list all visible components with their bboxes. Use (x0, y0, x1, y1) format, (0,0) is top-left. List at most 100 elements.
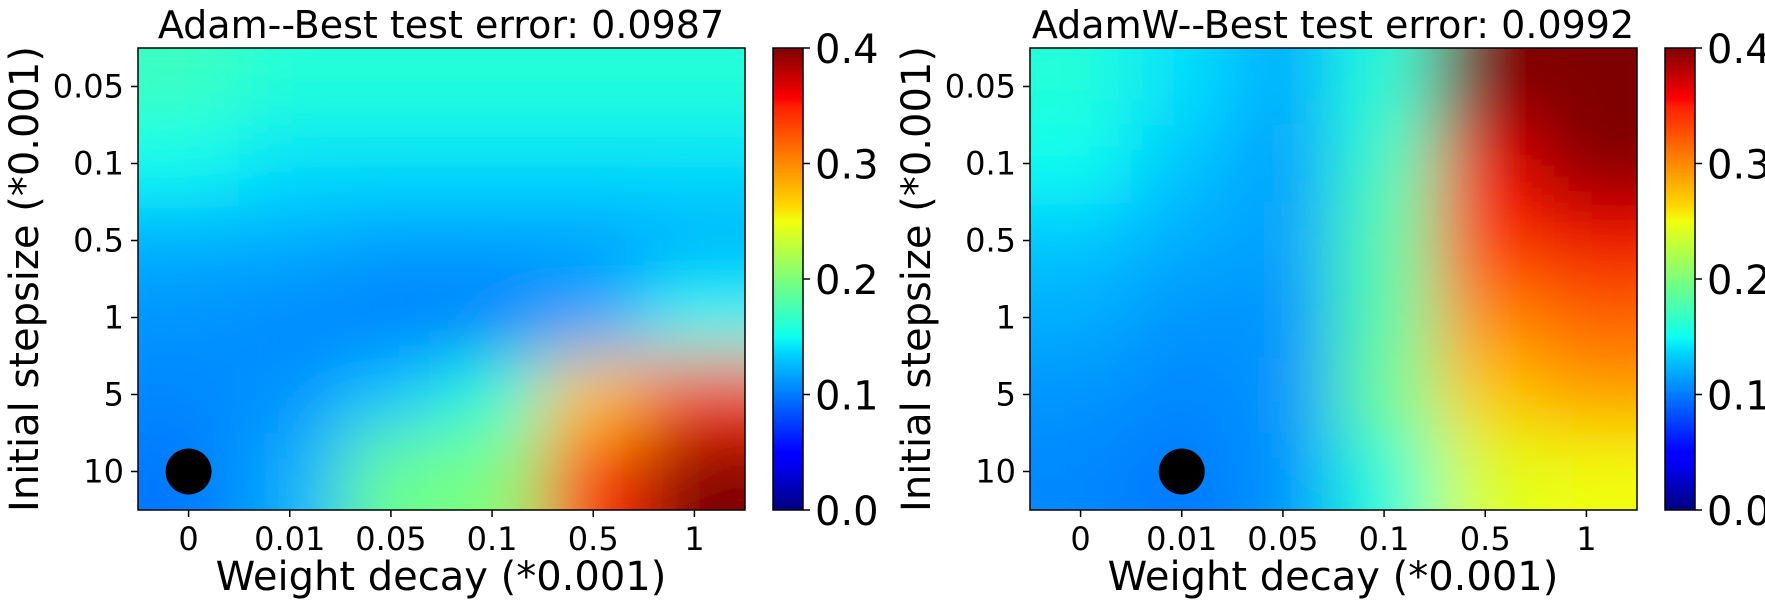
colorbar-tick-label: 0.2 (815, 258, 879, 304)
heatmap-cell (138, 202, 241, 280)
chart-title: Adam--Best test error: 0.0987 (158, 3, 724, 47)
x-tick-label: 0.5 (1460, 520, 1511, 558)
colorbar-tick-label: 0.4 (815, 27, 879, 73)
y-tick-label: 1 (996, 299, 1016, 337)
panel-adam: Adam--Best test error: 0.0987 0 0.01 0.05 0… (2, 3, 879, 600)
heatmap-cell (1333, 125, 1436, 203)
heatmap-cell (340, 48, 443, 126)
heatmap-cell (1232, 279, 1335, 357)
heatmap-cell (1434, 125, 1537, 203)
heatmap-cell (1434, 433, 1537, 510)
heatmap-cell (239, 125, 342, 203)
x-tick-label: 1 (1576, 520, 1596, 558)
heatmap-cell (643, 356, 745, 434)
best-marker (1158, 448, 1205, 495)
heatmap-cell (1535, 202, 1637, 280)
y-tick-label: 0.1 (965, 145, 1016, 183)
heatmap-cell (643, 125, 745, 203)
heatmap-cell (1131, 202, 1234, 280)
x-tick-label: 1 (684, 520, 704, 558)
panel-adamw: AdamW--Best test error: 0.0992 0 0.01 0.05… (894, 3, 1765, 600)
y-axis-label: Initial stepsize (*0.001) (894, 46, 940, 512)
heatmap-cell (1030, 202, 1133, 280)
chart-title: AdamW--Best test error: 0.0992 (1032, 3, 1634, 47)
heatmap-cell (1333, 279, 1436, 357)
heatmap-cell (1535, 279, 1637, 357)
heatmap-cell (138, 356, 241, 434)
x-tick-label: 0.05 (355, 520, 426, 558)
heatmap-cell (542, 125, 645, 203)
heatmap-cell (138, 125, 241, 203)
x-tick-label: 0.5 (568, 520, 619, 558)
heatmap-cell (1232, 356, 1335, 434)
heatmap-cell (1434, 356, 1537, 434)
heatmap-cell (1232, 48, 1335, 126)
heatmap-cell (340, 279, 443, 357)
heatmap-cell (1333, 433, 1436, 510)
heatmap-cell (1232, 202, 1335, 280)
heatmap-cell (1333, 48, 1436, 126)
heatmap-cell (1535, 356, 1637, 434)
heatmap-cell (1131, 279, 1234, 357)
heatmap-cell (239, 433, 342, 510)
y-tick-label: 0.05 (945, 68, 1016, 106)
x-tick-label: 0 (178, 520, 198, 558)
y-tick-label: 5 (104, 376, 124, 414)
colorbar-tick-label: 0.1 (1707, 374, 1765, 420)
heatmap-cell (1131, 125, 1234, 203)
heatmap-cell (643, 279, 745, 357)
heatmap-cell (1131, 48, 1234, 126)
heatmap-cell (1535, 125, 1637, 203)
heatmap-cell (441, 279, 544, 357)
y-tick-label: 0.5 (965, 222, 1016, 260)
heatmap-cell (542, 356, 645, 434)
heatmap-cell (1030, 356, 1133, 434)
heatmap-cell (441, 356, 544, 434)
heatmap (138, 48, 745, 510)
heatmap-cell (1434, 279, 1537, 357)
heatmap-cell (239, 356, 342, 434)
heatmap-cell (643, 202, 745, 280)
y-tick-label: 5 (996, 376, 1016, 414)
heatmap-cell (1030, 279, 1133, 357)
heatmap-cell (643, 433, 745, 510)
heatmap-cell (1434, 48, 1537, 126)
heatmap-cell (441, 202, 544, 280)
colorbar-tick-label: 0.0 (815, 489, 879, 535)
heatmap-cell (1030, 125, 1133, 203)
heatmap-cell (1535, 48, 1637, 126)
heatmap-cell (441, 433, 544, 510)
heatmap-cell (1333, 356, 1436, 434)
heatmap-cell (1232, 125, 1335, 203)
heatmap-cell (239, 202, 342, 280)
colorbar (1664, 47, 1696, 511)
y-tick-label: 0.5 (73, 222, 124, 260)
heatmap-cell (1030, 433, 1133, 510)
heatmap-cell (542, 279, 645, 357)
heatmap-cell (340, 125, 443, 203)
heatmap-cell (340, 356, 443, 434)
colorbar-tick-label: 0.2 (1707, 258, 1765, 304)
heatmap-cell (1333, 202, 1436, 280)
x-axis-label: Weight decay (*0.001) (1108, 554, 1559, 600)
heatmap-cell (239, 48, 342, 126)
x-tick-label: 0.01 (254, 520, 325, 558)
heatmap (1030, 48, 1637, 510)
colorbar-tick-label: 0.0 (1707, 489, 1765, 535)
heatmap-cell (1434, 202, 1537, 280)
heatmap-cell (340, 202, 443, 280)
heatmap-cell (138, 48, 241, 126)
y-tick-label: 10 (975, 453, 1016, 491)
x-tick-label: 0.1 (467, 520, 518, 558)
y-tick-label: 0.1 (73, 145, 124, 183)
best-marker (165, 448, 212, 495)
heatmap-cell (1131, 356, 1234, 434)
y-tick-label: 10 (83, 453, 124, 491)
heatmap-cell (138, 279, 241, 357)
x-tick-label: 0.01 (1146, 520, 1217, 558)
y-tick-label: 0.05 (53, 68, 124, 106)
colorbar-tick-label: 0.3 (1707, 143, 1765, 189)
heatmap-cell (1030, 48, 1133, 126)
x-axis-label: Weight decay (*0.001) (216, 554, 667, 600)
